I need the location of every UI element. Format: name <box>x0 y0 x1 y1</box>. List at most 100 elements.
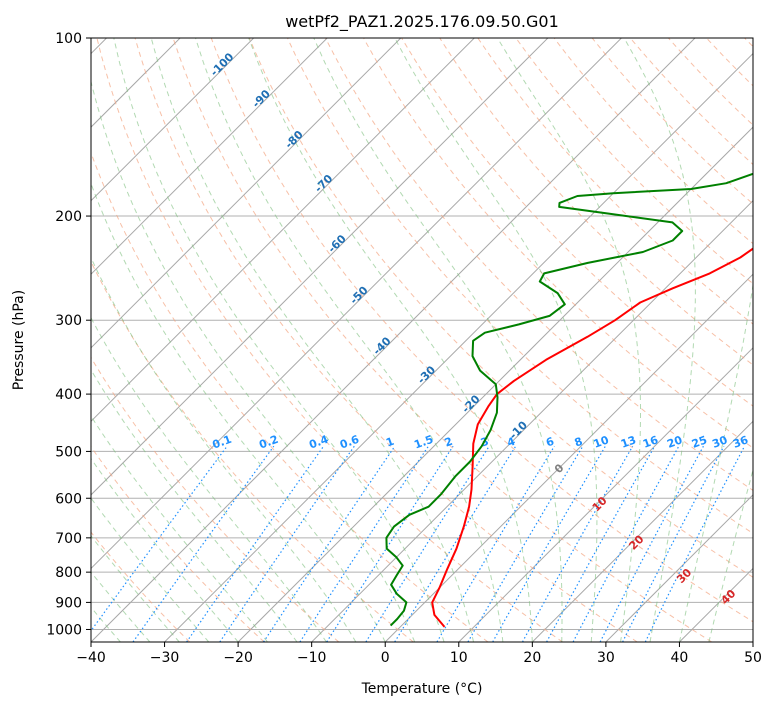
mixing-ratio-label: 36 <box>731 433 750 451</box>
y-tick-label: 300 <box>55 313 82 329</box>
moist-adiabat-line <box>248 38 533 642</box>
moist-adiabat-label: 10 <box>590 494 610 514</box>
x-tick-label: 30 <box>597 650 615 666</box>
isotherm-label: -30 <box>415 363 438 386</box>
x-tick-label: 40 <box>671 650 689 666</box>
moist-adiabat-line <box>113 38 445 642</box>
moist-adiabat-line <box>91 415 268 642</box>
line-labels: -100-90-80-70-60-50-40-30-20-100.1 0.2 0.4… <box>208 50 751 607</box>
isotherm-line <box>752 641 753 642</box>
x-axis-title: Temperature (°C) <box>361 681 483 697</box>
dry-adiabat-line <box>401 38 753 407</box>
mixing-ratio-line <box>436 445 555 642</box>
mixing-ratio-line <box>394 445 517 642</box>
isotherm-line <box>91 38 476 423</box>
y-tick-label: 800 <box>55 565 82 581</box>
moist-adiabat-line <box>91 571 151 642</box>
x-tick-label: −40 <box>76 650 106 666</box>
mixing-ratio-label: 0.4 <box>307 433 330 452</box>
mixing-ratio-label: 20 <box>665 433 684 451</box>
moist-adiabat-line <box>496 38 641 642</box>
dry-adiabat-line <box>91 531 191 642</box>
moist-adiabat-line <box>91 182 386 642</box>
moist-adiabat-line <box>91 256 357 642</box>
isotherm-line <box>91 38 549 496</box>
x-tick-label: 20 <box>523 650 541 666</box>
dry-adiabat-line <box>743 38 753 48</box>
y-tick-label: 1000 <box>46 622 82 638</box>
y-axis-title: Pressure (hPa) <box>11 290 27 390</box>
mixing-ratio-label: 0.6 <box>338 433 361 452</box>
isotherm-line <box>91 38 402 349</box>
isotherm-line <box>384 273 753 642</box>
mixing-ratio-label: 6 <box>544 435 556 450</box>
isotherm-line <box>91 38 255 202</box>
mixing-ratio-line <box>644 445 746 642</box>
y-tick-label: 500 <box>55 444 82 460</box>
moist-adiabat-label: 0 <box>552 461 567 476</box>
mixing-ratio-label: 4 <box>505 435 517 450</box>
isotherm-line <box>531 420 753 642</box>
dry-adiabat-line <box>286 38 753 535</box>
mixing-ratio-label: 1 <box>384 435 396 450</box>
mixing-ratio-label: 0.1 <box>211 433 234 452</box>
moist-adiabat-label: 40 <box>718 587 738 607</box>
mixing-ratio-line <box>186 445 325 642</box>
x-tick-label: 0 <box>381 650 390 666</box>
isotherm-line <box>91 38 696 642</box>
dry-adiabat-line <box>363 38 753 449</box>
temperature-line <box>431 247 753 628</box>
x-tick-label: −20 <box>223 650 253 666</box>
dry-adiabat-line <box>705 38 753 87</box>
isotherm-label: -20 <box>459 392 482 415</box>
moist-adiabat-line <box>708 468 753 642</box>
mixing-ratio-line <box>546 445 656 642</box>
dry-adiabat-line <box>770 25 775 642</box>
dry-adiabat-line <box>91 260 414 642</box>
y-tick-label: 600 <box>55 491 82 507</box>
mixing-ratio-label: 25 <box>690 433 709 450</box>
isotherm-line <box>91 38 181 128</box>
y-tick-label: 400 <box>55 387 82 403</box>
isotherm-label: -50 <box>347 284 370 307</box>
isotherm-label: -100 <box>208 50 237 79</box>
dry-adiabat-line <box>477 38 753 325</box>
isotherm-line <box>311 199 753 642</box>
mixing-ratio-line <box>521 445 634 642</box>
mixing-ratio-label: 16 <box>641 433 660 451</box>
isotherm-line <box>164 52 753 642</box>
dry-adiabat-line <box>324 38 753 491</box>
isotherm-label: -60 <box>325 232 348 255</box>
mixing-ratio-line <box>132 445 275 642</box>
isotherm-label: -70 <box>312 172 335 195</box>
moist-adiabat-line <box>91 535 180 642</box>
x-axis: −40 −30 −20 −10 0 10 20 30 40 50 <box>76 642 762 666</box>
moist-adiabat-line <box>313 38 563 642</box>
dry-adiabat-line <box>667 38 753 126</box>
background-lines <box>91 25 775 642</box>
dry-adiabat-line <box>134 38 638 642</box>
isotherm-line <box>605 494 753 642</box>
isotherm-line <box>91 38 328 275</box>
dry-adiabat-line <box>248 38 753 578</box>
dry-adiabat-line <box>515 38 753 285</box>
dry-adiabat-line <box>91 356 340 642</box>
dry-adiabat-line <box>91 445 265 642</box>
dry-adiabat-line <box>591 38 753 205</box>
mixing-ratio-label: 0.2 <box>257 433 280 452</box>
mixing-ratio-line <box>326 445 454 642</box>
mixing-ratio-line <box>622 445 725 642</box>
y-tick-label: 100 <box>55 31 82 47</box>
isotherm-line <box>237 126 753 642</box>
x-tick-label: 10 <box>450 650 468 666</box>
plot-frame <box>90 37 754 643</box>
mixing-ratio-label: 10 <box>592 433 611 451</box>
y-tick-label: 900 <box>55 595 82 611</box>
dry-adiabat-line <box>553 38 753 245</box>
moist-adiabat-line <box>91 79 416 642</box>
moist-adiabat-line <box>623 38 696 642</box>
mixing-ratio-line <box>263 445 396 642</box>
mixing-ratio-label: 1.5 <box>412 433 435 452</box>
moist-adiabat-line <box>91 497 210 642</box>
